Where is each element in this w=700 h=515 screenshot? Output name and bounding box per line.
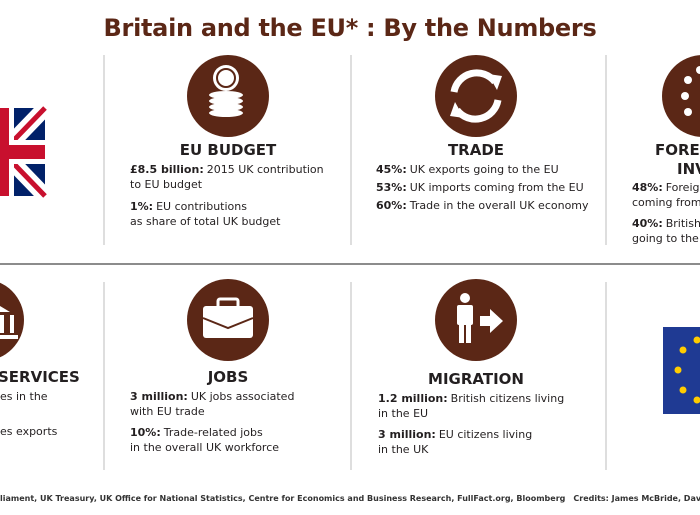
stat-figure: 3 million: — [130, 390, 188, 403]
stat-text: UK jobs associated — [190, 390, 295, 403]
stat-figure: 10%: — [130, 426, 161, 439]
migration-icon — [435, 279, 517, 361]
eu-flag — [663, 327, 700, 414]
stat-text: EU contributions — [156, 200, 247, 213]
stat-figure: £8.5 billion: — [130, 163, 204, 176]
investment-icon — [662, 55, 700, 137]
footer: liament, UK Treasury, UK Office for Nati… — [0, 494, 700, 503]
jobs-icon — [187, 279, 269, 361]
stat-line: 48%: Foreig — [632, 180, 700, 195]
stat-text: Trade-related jobs — [163, 426, 263, 439]
stat-text: in the overall UK workforce — [130, 441, 280, 454]
stat-text: with EU trade — [130, 405, 205, 418]
stat-figure: 48%: — [632, 181, 663, 194]
stat-text: British citizens living — [450, 392, 565, 405]
panel-heading: FORE — [655, 141, 700, 159]
stat-line: in the overall UK workforce — [130, 440, 279, 455]
panel-heading: TRADE — [447, 141, 505, 159]
stat-figure: 53%: — [376, 181, 407, 194]
stat-line: 3 million: EU citizens living — [378, 427, 532, 442]
credits: Credits: James McBride, David Foster — [573, 494, 700, 503]
stat-line: £8.5 billion: 2015 UK contribution — [130, 162, 324, 177]
stat-figure: 40%: — [632, 217, 663, 230]
stat-figure: 1%: — [130, 200, 154, 213]
stat-text: to EU budget — [130, 178, 203, 191]
stat-line: going to the l — [632, 231, 700, 246]
stat-text: Trade in the overall UK economy — [409, 199, 589, 212]
uk-flag — [0, 102, 51, 202]
stat-text: es in the — [0, 390, 48, 403]
stat-figure: 60%: — [376, 199, 407, 212]
stat-figure: 1.2 million: — [378, 392, 448, 405]
services-icon — [0, 282, 24, 358]
stat-line: in the EU — [378, 406, 428, 421]
stat-line: 60%: Trade in the overall UK economy — [376, 198, 589, 213]
panel-heading: SERVICES — [0, 368, 80, 386]
stat-text: UK imports coming from the EU — [409, 181, 584, 194]
stat-line: 53%: UK imports coming from the EU — [376, 180, 584, 195]
stat-text: 2015 UK contribution — [206, 163, 324, 176]
stat-line: as share of total UK budget — [130, 214, 280, 229]
stat-line: coming from — [632, 195, 700, 210]
stat-line: es exports — [0, 424, 57, 439]
panel-heading: MIGRATION — [428, 370, 524, 388]
stat-line: to EU budget — [130, 177, 202, 192]
stat-line: 1.2 million: British citizens living — [378, 391, 564, 406]
panel-heading: JOBS — [207, 368, 249, 386]
stat-line: es in the — [0, 389, 48, 404]
stat-text: EU citizens living — [438, 428, 533, 441]
stat-figure: 3 million: — [378, 428, 436, 441]
title: Britain and the EU* : By the Numbers — [103, 14, 597, 42]
stat-text: as share of total UK budget — [130, 215, 281, 228]
stat-line: with EU trade — [130, 404, 205, 419]
stat-text: es exports — [0, 425, 58, 438]
budget-icon — [187, 55, 269, 137]
stat-text: in the UK — [378, 443, 429, 456]
stat-text: British — [665, 217, 700, 230]
stat-line: 10%: Trade-related jobs — [130, 425, 263, 440]
sources: liament, UK Treasury, UK Office for Nati… — [0, 494, 566, 503]
trade-icon — [435, 55, 517, 137]
stat-line: in the UK — [378, 442, 428, 457]
stat-line: 3 million: UK jobs associated — [130, 389, 294, 404]
stat-line: 40%: British — [632, 216, 700, 231]
panel-heading: INV — [677, 160, 700, 178]
panel-heading: EU BUDGET — [179, 141, 277, 159]
stat-text: going to the l — [632, 232, 700, 245]
stat-line: 1%: EU contributions — [130, 199, 247, 214]
stat-text: in the EU — [378, 407, 429, 420]
stat-line: 45%: UK exports going to the EU — [376, 162, 559, 177]
stat-text: UK exports going to the EU — [409, 163, 559, 176]
stat-text: coming from — [632, 196, 700, 209]
stat-text: Foreig — [665, 181, 700, 194]
stat-figure: 45%: — [376, 163, 407, 176]
